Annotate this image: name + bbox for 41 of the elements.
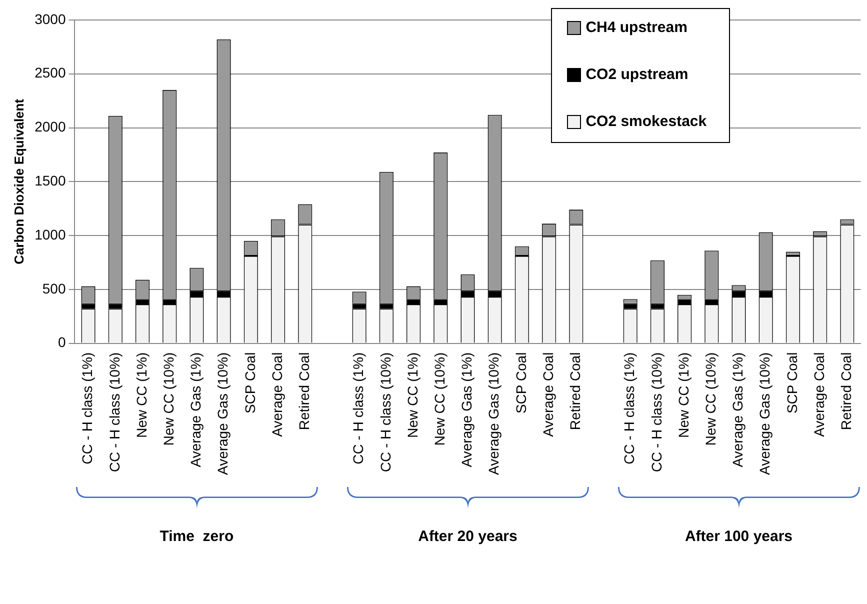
y-axis-title: Carbon Dioxide Equivalent	[11, 98, 26, 264]
x-tick-label: New CC (1%)	[404, 352, 420, 438]
y-tick-label: 2500	[34, 64, 66, 81]
x-tick-label: SCP Coal	[784, 352, 800, 414]
x-tick-label: CC - H class (1%)	[350, 352, 366, 464]
y-tick-label: 1500	[34, 172, 66, 189]
legend-label: CH4 upstream	[586, 19, 688, 36]
y-tick-label: 500	[42, 280, 66, 296]
x-tick-label: Retired Coal	[838, 352, 854, 430]
y-tick-label: 3000	[34, 10, 66, 27]
x-tick-label: Average Gas (1%)	[730, 352, 746, 468]
x-tick-label: Average Coal	[540, 352, 556, 437]
text: After 100 years	[684, 528, 794, 545]
x-tick-label: Average Gas (10%)	[486, 352, 502, 476]
x-tick-label: Average Coal	[268, 352, 285, 437]
x-tick-label: CC - H class (1%)	[79, 352, 96, 464]
x-tick-label: Average Gas (1%)	[188, 352, 204, 468]
legend-label: CO2 smokestack	[586, 113, 707, 130]
x-tick-label: Average Gas (10%)	[214, 352, 231, 476]
x-tick-label: SCP Coal	[242, 352, 258, 414]
x-tick-label: New CC (10%)	[431, 352, 448, 446]
legend-label: CO2 upstream	[586, 66, 688, 83]
x-tick-label: New CC (1%)	[675, 352, 692, 438]
y-tick-label: 2000	[34, 118, 66, 135]
x-tick-label: New CC (10%)	[160, 352, 176, 446]
x-tick-label: Average Coal	[810, 352, 827, 437]
x-tick-label: Retired Coal	[567, 352, 583, 430]
y-tick-label: 1000	[34, 226, 66, 242]
text: Time zero	[158, 528, 235, 545]
x-tick-label: Average Gas (1%)	[458, 352, 475, 468]
x-tick-label: SCP Coal	[512, 352, 529, 414]
x-tick-label: Retired Coal	[296, 352, 312, 430]
x-tick-label: CC - H class (10%)	[377, 352, 394, 472]
x-tick-label: New CC (10%)	[702, 352, 719, 446]
x-tick-label: CC - H class (1%)	[621, 352, 638, 464]
text: After 20 years	[417, 528, 518, 545]
y-tick-label: 0	[58, 334, 66, 350]
x-tick-label: New CC (1%)	[133, 352, 150, 438]
x-tick-label: CC - H class (10%)	[648, 352, 664, 472]
x-tick-label: CC - H class (10%)	[106, 352, 122, 472]
x-tick-label: Average Gas (10%)	[756, 352, 773, 476]
